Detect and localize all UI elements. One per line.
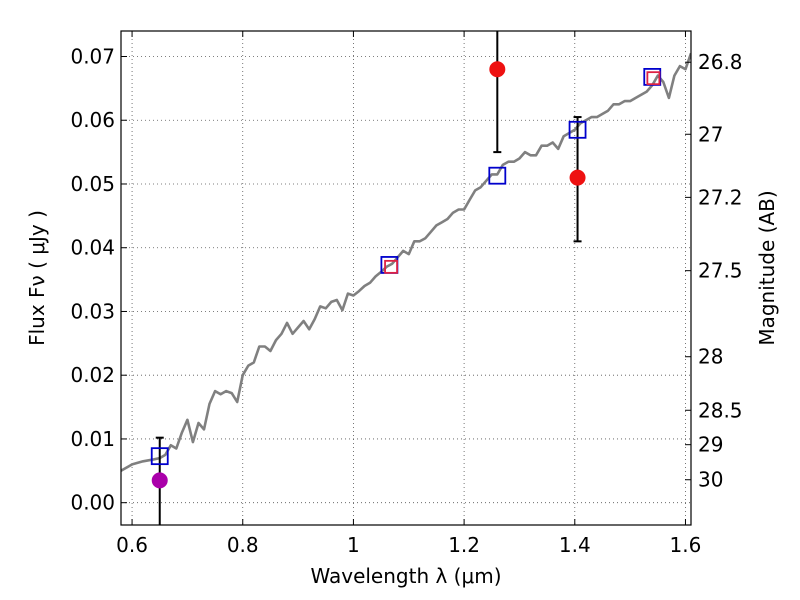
x-tick-label: 1.4 — [559, 533, 591, 557]
grid-lines — [121, 31, 691, 525]
square-marker — [646, 71, 661, 86]
x-tick-label: 1.6 — [670, 533, 702, 557]
y-tick-label: 0.03 — [70, 299, 115, 323]
data-markers — [150, 61, 662, 489]
error-bar — [155, 436, 164, 525]
square-marker — [150, 447, 169, 466]
right-tick-label: 27.2 — [698, 185, 743, 209]
y-tick-label: 0.02 — [70, 363, 115, 387]
x-axis-label: Wavelength λ (μm) — [310, 564, 501, 588]
right-tick-label: 28.5 — [698, 398, 743, 422]
right-tick-label: 29 — [698, 433, 723, 457]
plot-frame — [120, 30, 692, 526]
y-tick-label: 0.00 — [70, 491, 115, 515]
square-marker — [384, 259, 398, 274]
right-tick-label: 28 — [698, 345, 723, 369]
x-tick-label: 0.6 — [116, 533, 148, 557]
right-tick-label: 27.5 — [698, 259, 743, 283]
axis-ticks: 0.6 0.8 1 1.2 1.4 1.6 0.00 0.01 0.02 0.03 0.04 0.05… — [70, 31, 743, 557]
x-tick-label: 1 — [347, 533, 360, 557]
right-axis-label: Magnitude (AB) — [755, 190, 779, 345]
y-tick-label: 0.07 — [70, 44, 115, 68]
right-tick-label: 30 — [698, 468, 723, 492]
y-axis-label: Flux Fν ( μJy ) — [25, 210, 49, 346]
square-marker — [488, 166, 507, 185]
square-marker — [568, 120, 587, 139]
x-tick-label: 0.8 — [227, 533, 259, 557]
error-bars — [155, 31, 582, 525]
circle-marker — [489, 61, 506, 78]
right-tick-label: 27 — [698, 122, 723, 146]
y-tick-label: 0.04 — [70, 236, 115, 260]
model-spectrum — [121, 52, 691, 472]
y-tick-label: 0.01 — [70, 427, 115, 451]
y-tick-label: 0.05 — [70, 172, 115, 196]
y-tick-label: 0.06 — [70, 108, 115, 132]
circle-marker — [151, 472, 168, 489]
right-tick-label: 26.8 — [698, 50, 743, 74]
spectrum-line — [121, 52, 691, 472]
x-tick-label: 1.2 — [448, 533, 480, 557]
circle-marker — [569, 169, 586, 186]
